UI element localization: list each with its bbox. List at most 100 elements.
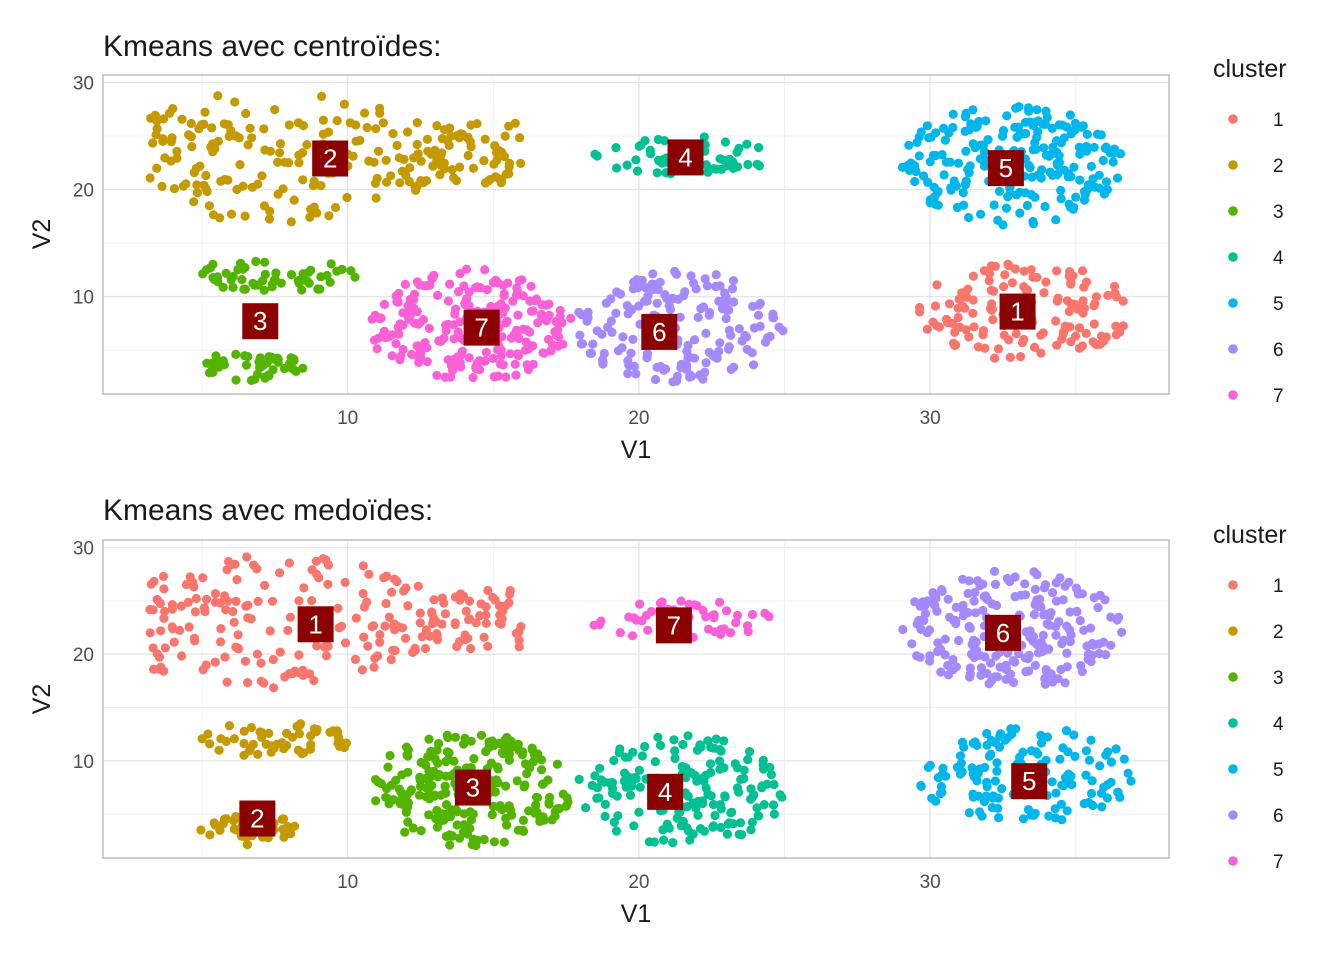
data-point: [210, 820, 220, 830]
data-point: [486, 301, 496, 312]
data-point: [277, 814, 287, 825]
data-point: [708, 821, 719, 831]
centroid-text: 2: [323, 143, 337, 173]
data-point: [496, 619, 506, 629]
data-point: [1007, 278, 1018, 288]
data-point: [441, 326, 451, 336]
data-point: [497, 804, 507, 815]
y-tick-label: 20: [73, 645, 94, 666]
data-point: [670, 746, 680, 756]
data-point: [982, 740, 992, 750]
data-point: [502, 820, 512, 830]
data-point: [296, 276, 306, 286]
data-point: [412, 118, 422, 128]
data-point: [506, 743, 516, 753]
legend-item-1: 1: [1228, 110, 1284, 131]
data-point: [706, 791, 716, 801]
data-point: [995, 742, 1005, 752]
centroid-label-2: 2: [239, 800, 276, 837]
data-point: [169, 637, 179, 647]
data-point: [453, 327, 463, 337]
legend-item-4: 4: [1228, 248, 1284, 269]
data-point: [514, 635, 524, 645]
data-point: [422, 134, 433, 144]
data-point: [964, 125, 974, 135]
data-point: [627, 631, 638, 641]
data-point: [990, 353, 1000, 363]
data-point: [424, 323, 434, 333]
data-point: [401, 170, 411, 180]
data-point: [403, 127, 413, 137]
data-point: [1056, 194, 1066, 204]
data-point: [507, 810, 517, 820]
data-point: [518, 815, 529, 826]
data-point: [510, 359, 520, 369]
data-point: [298, 269, 308, 279]
data-point: [239, 284, 249, 294]
data-point: [398, 320, 408, 330]
data-point: [350, 654, 360, 665]
data-point: [259, 124, 269, 134]
data-point: [455, 162, 465, 172]
data-point: [517, 275, 527, 285]
data-point: [664, 301, 674, 311]
data-point: [932, 280, 942, 290]
data-point: [515, 133, 525, 143]
data-point: [979, 796, 990, 807]
centroid-box: [641, 313, 678, 350]
data-point: [468, 373, 478, 383]
data-point: [371, 796, 381, 806]
data-point: [701, 358, 711, 368]
data-point: [278, 184, 288, 194]
legend-label: 1: [1273, 576, 1284, 597]
data-point: [256, 658, 266, 668]
data-point: [495, 359, 506, 369]
data-point: [1098, 637, 1109, 647]
legend-item-6: 6: [1228, 340, 1284, 361]
data-point: [944, 128, 954, 138]
data-point: [243, 352, 253, 362]
data-point: [405, 163, 415, 173]
data-point: [267, 596, 278, 606]
data-point: [1028, 145, 1038, 155]
data-point: [323, 560, 334, 570]
data-point: [748, 301, 758, 311]
data-point: [693, 810, 703, 820]
data-point: [1026, 265, 1036, 275]
data-point: [1012, 132, 1022, 142]
data-point: [1057, 780, 1067, 790]
data-point: [993, 344, 1004, 354]
data-point: [1077, 667, 1087, 677]
data-point: [504, 735, 514, 745]
data-point: [1056, 185, 1066, 195]
data-point: [1106, 640, 1116, 650]
data-point: [739, 773, 749, 784]
data-point: [490, 595, 500, 605]
data-point: [185, 572, 195, 582]
data-point: [969, 322, 979, 332]
data-point: [984, 268, 995, 279]
data-point: [504, 801, 514, 811]
data-point: [239, 738, 249, 749]
data-point: [265, 626, 275, 636]
data-point: [189, 582, 199, 592]
data-point: [528, 306, 538, 316]
data-point: [920, 608, 931, 619]
data-point: [1074, 323, 1084, 333]
data-point: [192, 180, 202, 190]
data-point: [1060, 678, 1070, 688]
legend-key: [1228, 160, 1238, 170]
data-point: [385, 750, 395, 761]
data-point: [520, 345, 531, 355]
data-point: [394, 329, 404, 339]
data-point: [662, 293, 672, 303]
data-point: [640, 282, 650, 293]
data-point: [223, 556, 234, 567]
data-point: [232, 184, 242, 195]
data-point: [308, 181, 318, 191]
data-point: [449, 334, 459, 344]
data-point: [975, 580, 985, 591]
data-point: [1109, 144, 1120, 154]
data-point: [1070, 118, 1080, 128]
centroid-box: [655, 607, 692, 644]
